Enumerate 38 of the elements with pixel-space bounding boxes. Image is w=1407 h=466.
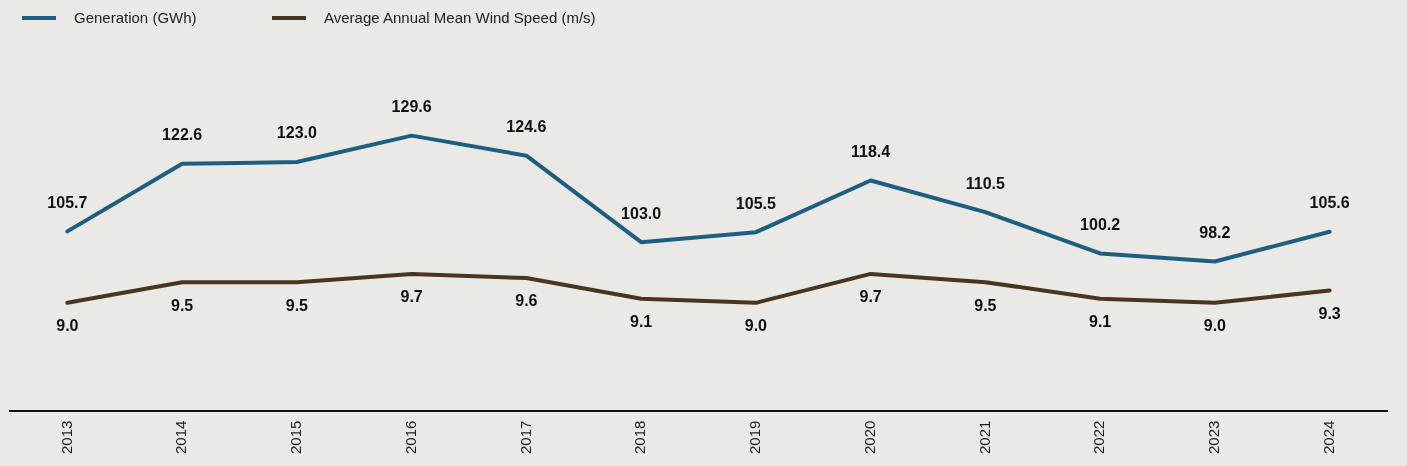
x-tick-label: 2023	[1205, 420, 1223, 455]
data-label: 105.5	[735, 194, 776, 212]
x-tick-label: 2015	[287, 420, 305, 455]
legend-label: Generation (GWh)	[74, 9, 197, 26]
data-label: 105.6	[1309, 194, 1350, 212]
data-label: 129.6	[391, 98, 432, 116]
data-label: 103.0	[621, 204, 662, 222]
data-label: 9.5	[171, 296, 194, 314]
x-tick-label: 2018	[631, 420, 649, 455]
data-label: 124.6	[506, 118, 547, 136]
x-tick-label: 2020	[860, 420, 878, 455]
legend-label: Average Annual Mean Wind Speed (m/s)	[324, 9, 596, 26]
data-label: 110.5	[965, 174, 1006, 192]
x-tick-label: 2013	[57, 420, 75, 455]
data-label: 9.3	[1318, 304, 1341, 322]
data-label: 9.0	[744, 317, 768, 335]
data-label: 98.2	[1199, 223, 1231, 241]
x-tick-label: 2022	[1090, 420, 1108, 455]
data-label: 118.4	[851, 142, 891, 160]
x-tick-label: 2016	[401, 420, 419, 455]
data-label: 9.5	[974, 296, 997, 314]
data-label: 9.7	[859, 288, 882, 306]
data-label: 100.2	[1080, 215, 1121, 233]
data-label: 9.1	[630, 313, 653, 331]
data-label: 9.7	[400, 288, 423, 306]
x-tick-label: 2024	[1319, 420, 1337, 455]
x-tick-label: 2014	[172, 420, 190, 455]
data-label: 9.6	[515, 292, 538, 310]
x-tick-label: 2017	[516, 420, 534, 455]
data-label: 123.0	[276, 124, 317, 142]
x-tick-label: 2019	[746, 420, 764, 455]
data-label: 105.7	[47, 193, 88, 211]
data-label: 9.1	[1089, 313, 1112, 331]
x-tick-label: 2021	[975, 420, 993, 455]
data-label: 9.0	[1203, 317, 1227, 335]
data-label: 122.6	[162, 126, 203, 144]
data-label: 9.0	[56, 317, 79, 335]
data-label: 9.5	[285, 296, 309, 314]
